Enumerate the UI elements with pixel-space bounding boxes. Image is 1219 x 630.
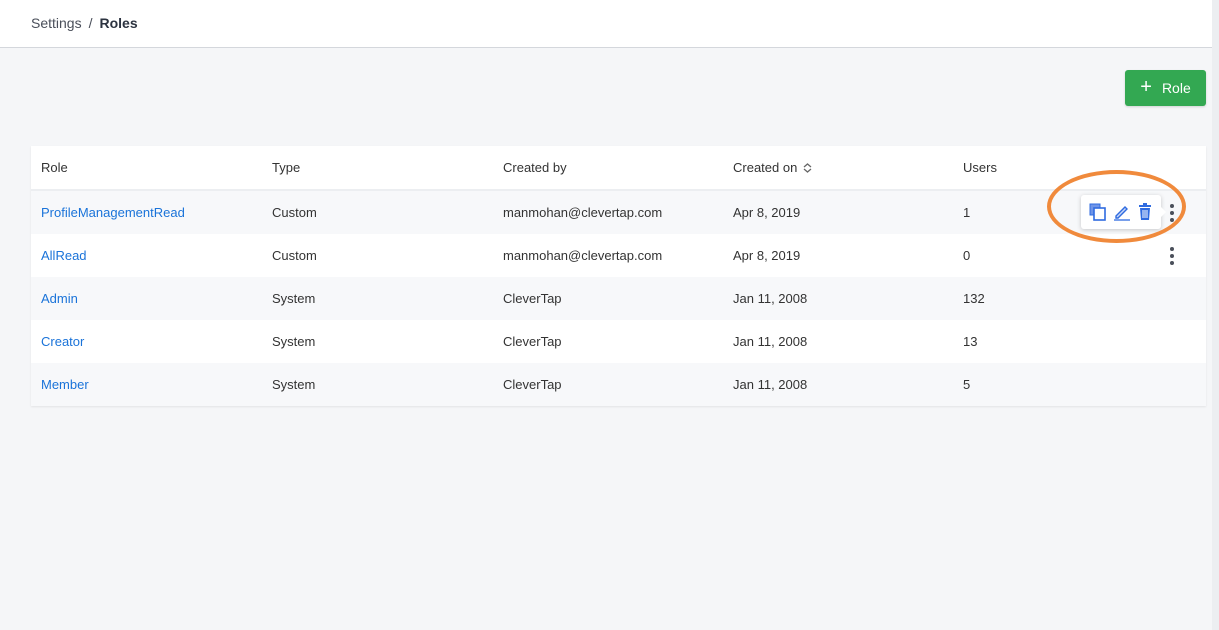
table-row: Member System CleverTap Jan 11, 2008 5 xyxy=(31,363,1206,406)
role-type: System xyxy=(272,291,316,306)
top-bar: Settings / Roles xyxy=(0,0,1219,48)
created-by: manmohan@clevertap.com xyxy=(503,248,663,263)
table-row: Admin System CleverTap Jan 11, 2008 132 xyxy=(31,277,1206,320)
users-count: 132 xyxy=(963,291,985,306)
created-on: Jan 11, 2008 xyxy=(733,377,808,392)
more-options-icon[interactable] xyxy=(1168,204,1176,222)
row-actions-popover xyxy=(1081,195,1166,229)
roles-table: Role Type Created by Created on Users Pr… xyxy=(31,146,1206,406)
role-link[interactable]: ProfileManagementRead xyxy=(41,205,185,220)
breadcrumb: Settings / Roles xyxy=(31,15,138,31)
role-type: System xyxy=(272,334,316,349)
role-link[interactable]: AllRead xyxy=(41,248,87,263)
users-count: 0 xyxy=(963,248,971,263)
table-row: AllRead Custom manmohan@clevertap.com Ap… xyxy=(31,234,1206,277)
users-count: 5 xyxy=(963,377,971,392)
trash-icon[interactable] xyxy=(1137,203,1153,221)
column-role: Role xyxy=(41,160,68,175)
created-on: Apr 8, 2019 xyxy=(733,205,801,220)
table-row: ProfileManagementRead Custom manmohan@cl… xyxy=(31,191,1206,234)
created-on: Jan 11, 2008 xyxy=(733,334,808,349)
created-by: CleverTap xyxy=(503,334,562,349)
role-type: System xyxy=(272,377,316,392)
column-created-on-label: Created on xyxy=(733,160,798,175)
created-by: CleverTap xyxy=(503,291,562,306)
more-options-icon[interactable] xyxy=(1168,247,1176,265)
sort-icon[interactable] xyxy=(803,162,812,175)
edit-icon[interactable] xyxy=(1113,203,1131,221)
breadcrumb-settings[interactable]: Settings xyxy=(31,15,82,31)
add-role-button[interactable]: + Role xyxy=(1125,70,1206,106)
table-row: Creator System CleverTap Jan 11, 2008 13 xyxy=(31,320,1206,363)
role-link[interactable]: Admin xyxy=(41,291,78,306)
plus-icon: + xyxy=(1140,76,1152,98)
breadcrumb-current: Roles xyxy=(99,15,138,31)
users-count: 13 xyxy=(963,334,978,349)
role-type: Custom xyxy=(272,205,317,220)
created-on: Jan 11, 2008 xyxy=(733,291,808,306)
users-count: 1 xyxy=(963,205,971,220)
role-link[interactable]: Member xyxy=(41,377,89,392)
column-users: Users xyxy=(963,160,997,175)
table-header: Role Type Created by Created on Users xyxy=(31,146,1206,191)
column-type: Type xyxy=(272,160,301,175)
created-by: CleverTap xyxy=(503,377,562,392)
role-link[interactable]: Creator xyxy=(41,334,85,349)
right-edge xyxy=(1212,0,1219,630)
created-by: manmohan@clevertap.com xyxy=(503,205,663,220)
breadcrumb-separator: / xyxy=(88,15,93,31)
column-created-on[interactable]: Created on xyxy=(723,160,953,175)
role-type: Custom xyxy=(272,248,317,263)
created-on: Apr 8, 2019 xyxy=(733,248,801,263)
column-created-by: Created by xyxy=(503,160,567,175)
add-role-label: Role xyxy=(1161,80,1191,96)
copy-icon[interactable] xyxy=(1089,203,1107,221)
